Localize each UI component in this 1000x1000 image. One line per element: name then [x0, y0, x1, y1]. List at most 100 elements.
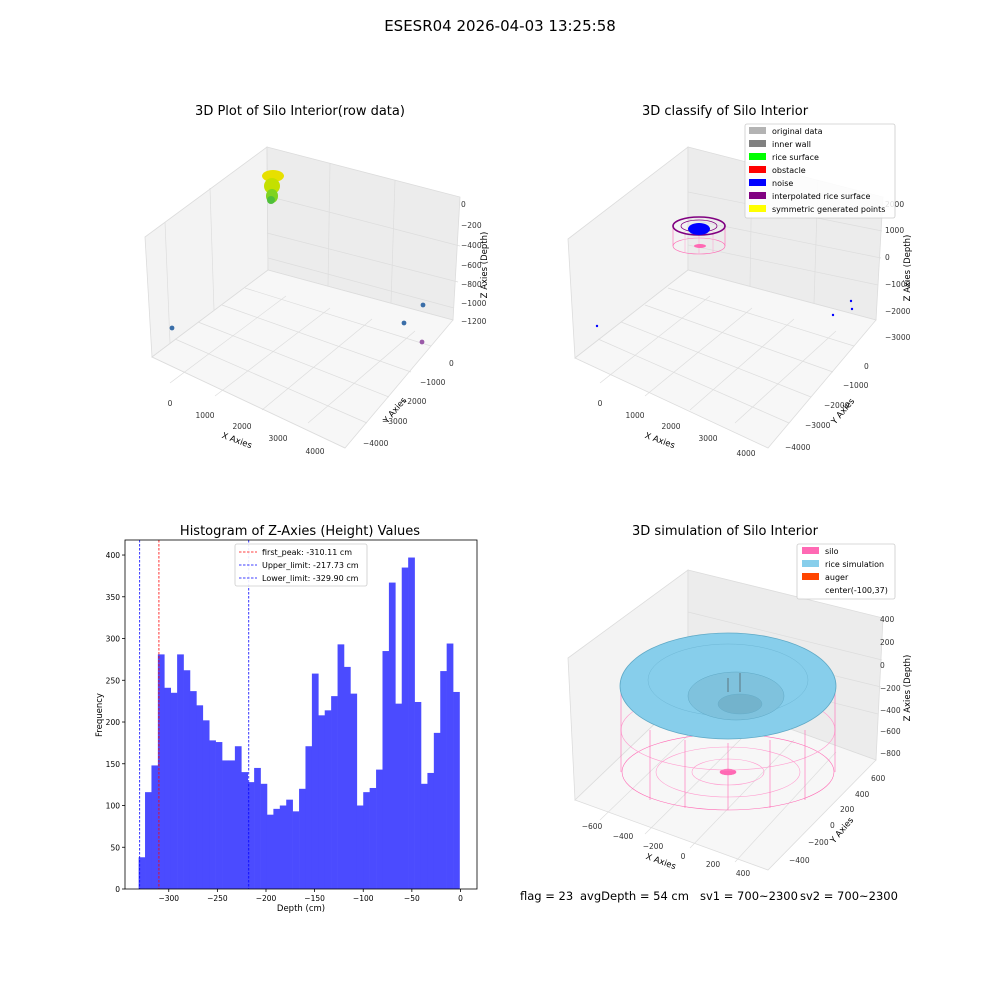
status-flag: flag = 23	[520, 889, 574, 903]
svg-text:rice simulation: rice simulation	[825, 560, 884, 569]
raw-point	[420, 302, 426, 308]
svg-text:−600: −600	[461, 261, 482, 270]
histogram-bar	[157, 654, 165, 889]
histogram-bar	[151, 765, 159, 889]
histogram-bar	[266, 814, 274, 889]
svg-text:2000: 2000	[232, 422, 251, 431]
legend-item: Lower_limit: -329.90 cm	[239, 574, 359, 583]
svg-text:3000: 3000	[268, 434, 287, 443]
histogram-bar	[170, 692, 178, 889]
histogram-bar	[324, 710, 332, 889]
svg-text:−400: −400	[789, 856, 810, 865]
histogram-bar	[331, 696, 338, 889]
svg-text:4000: 4000	[305, 447, 324, 456]
svg-text:−800: −800	[461, 280, 482, 289]
histogram-bar	[260, 783, 268, 889]
histogram-bar	[254, 767, 261, 889]
classify-plot-title: 3D classify of Silo Interior	[641, 104, 809, 119]
histogram-bar	[369, 787, 377, 889]
histogram-y-label: Frequency	[95, 693, 105, 737]
classify-z-label: Z Axies (Depth)	[903, 235, 913, 302]
status-sv2: sv2 = 700~2300	[800, 889, 898, 903]
histogram-bar	[356, 805, 364, 889]
raw-plot-title: 3D Plot of Silo Interior(row data)	[195, 104, 405, 119]
histogram-bar	[177, 654, 184, 889]
svg-text:−1200: −1200	[461, 317, 487, 326]
x-tick-label: −100	[353, 894, 374, 903]
svg-text:3000: 3000	[698, 434, 717, 443]
classify-point-cloud	[595, 216, 854, 328]
histogram-bar	[311, 673, 319, 889]
histogram-bar	[305, 746, 313, 889]
legend-item: rice surface	[749, 153, 819, 162]
y-tick-label: 0	[115, 885, 120, 894]
classify-legend: original data inner wall rice surface ob…	[744, 123, 896, 219]
svg-text:−1000: −1000	[843, 381, 869, 390]
histogram-bar	[350, 693, 358, 889]
raw-point-cloud	[169, 170, 426, 345]
svg-text:−1000: −1000	[461, 299, 487, 308]
histogram-bar	[414, 701, 422, 889]
histogram-bar	[202, 720, 210, 889]
svg-text:silo: silo	[825, 547, 839, 556]
svg-text:0: 0	[681, 852, 686, 861]
histogram-bar	[145, 792, 152, 889]
histogram-bar	[299, 788, 306, 889]
histogram-bar	[209, 740, 216, 889]
svg-text:−3000: −3000	[885, 333, 911, 342]
histogram-bar	[420, 783, 428, 889]
y-tick-label: 300	[106, 635, 121, 644]
svg-text:1000: 1000	[885, 226, 904, 235]
histogram-bar	[286, 799, 293, 889]
raw-3d-plot: 0 1000 2000 3000 4000 0 −1000 −2000 −300…	[144, 146, 490, 456]
svg-text:400: 400	[880, 615, 895, 624]
histogram-bar	[382, 651, 390, 889]
histogram-bar	[138, 857, 146, 889]
legend-item: first_peak: -310.11 cm	[239, 548, 352, 557]
histogram-bar	[189, 691, 197, 889]
svg-text:200: 200	[840, 805, 855, 814]
histogram-x-ticks: −300 −250 −200 −150 −100 −50 0	[158, 889, 463, 903]
svg-text:Upper_limit: -217.73 cm: Upper_limit: -217.73 cm	[262, 561, 359, 570]
histogram-bar	[433, 732, 441, 889]
raw-z-label: Z Axies (Depth)	[480, 232, 490, 299]
histogram-bars	[138, 557, 460, 889]
svg-text:−3000: −3000	[805, 421, 831, 430]
histogram-chart: −300 −250 −200 −150 −100 −50 0 0 50 100 150 200 250…	[95, 539, 478, 914]
y-tick-label: 100	[106, 802, 121, 811]
histogram-bar	[273, 808, 281, 889]
histogram-x-label: Depth (cm)	[277, 904, 325, 914]
y-tick-label: 50	[110, 843, 120, 852]
svg-text:1000: 1000	[195, 411, 214, 420]
histogram-bar	[427, 772, 435, 889]
svg-text:0: 0	[461, 200, 466, 209]
histogram-title: Histogram of Z-Axies (Height) Values	[179, 524, 421, 539]
simulation-legend: silo rice simulation auger center(-100,3…	[796, 543, 896, 600]
simulation-x-label: X Axies	[644, 852, 677, 872]
svg-text:−400: −400	[613, 832, 634, 841]
histogram-bar	[228, 760, 236, 889]
classify-x-label: X Axies	[643, 431, 676, 451]
y-tick-label: 150	[106, 760, 121, 769]
svg-text:symmetric generated points: symmetric generated points	[772, 205, 885, 214]
svg-text:0: 0	[830, 821, 835, 830]
histogram-bar	[453, 691, 460, 889]
raw-point	[419, 339, 425, 345]
svg-text:original data: original data	[772, 127, 823, 136]
svg-text:rice surface: rice surface	[772, 153, 819, 162]
simulation-z-label: Z Axies (Depth)	[903, 655, 913, 722]
histogram-bar	[318, 715, 326, 889]
histogram-bar	[247, 782, 255, 889]
svg-text:2000: 2000	[661, 422, 680, 431]
classify-y-ticks: 0 −1000 −2000 −3000 −4000	[785, 362, 869, 452]
svg-text:−4000: −4000	[785, 443, 811, 452]
rice-surface	[619, 632, 837, 740]
y-tick-label: 200	[106, 718, 121, 727]
raw-y-ticks: 0 −1000 −2000 −3000 −4000	[363, 359, 454, 448]
svg-text:−400: −400	[461, 241, 482, 250]
legend-item: obstacle	[749, 166, 806, 175]
svg-text:1000: 1000	[625, 411, 644, 420]
svg-text:inner wall: inner wall	[772, 140, 811, 149]
histogram-y-ticks: 0 50 100 150 200 250 300 350 400	[106, 551, 125, 894]
legend-item: auger	[802, 573, 849, 582]
